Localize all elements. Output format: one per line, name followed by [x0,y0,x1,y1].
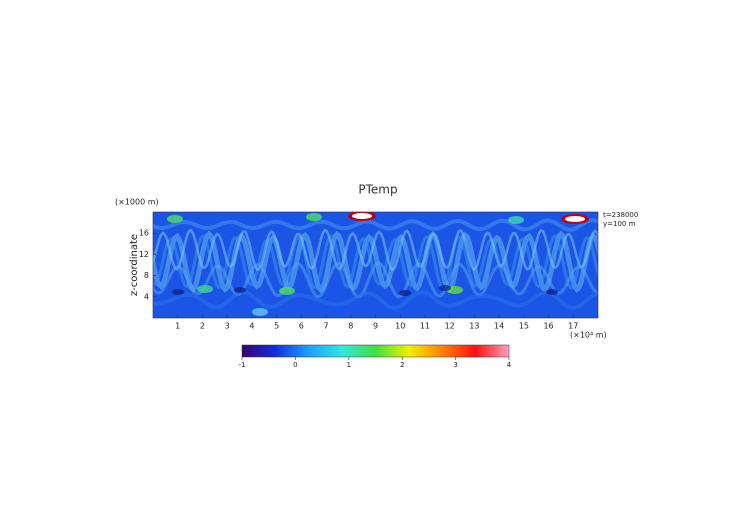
field-spot [167,215,183,223]
field-spot [279,287,295,295]
x-tick-label: 9 [373,322,378,331]
chart-title: PTemp [358,183,397,197]
colorbar-tick-label: 0 [293,361,297,369]
field-spot [172,289,184,295]
x-tick-label: 13 [469,322,479,331]
x-tick-label: 12 [445,322,455,331]
field-spot [439,285,451,291]
colorbar [241,344,510,358]
x-tick-label: 11 [420,322,430,331]
field-swirl [153,228,598,272]
y-unit-label: (×1000 m) [115,198,159,207]
colorbar-tick-label: 4 [507,361,512,369]
colorbar-tick-label: 2 [400,361,404,369]
x-tick-label: 16 [543,322,553,331]
x-tick-label: 4 [249,322,254,331]
colorbar-tick-label: 1 [347,361,351,369]
field-swirl [153,218,598,232]
x-tick-label: 1 [175,322,180,331]
field-swirl [153,289,598,311]
y-tick-label: 8 [144,271,149,280]
x-tick-label: 3 [225,322,230,331]
x-tick-label: 17 [568,322,578,331]
field-spot [546,289,558,295]
field-spot [565,216,585,222]
field-swirl [153,233,598,291]
field [153,212,598,318]
y-tick-label: 12 [139,250,149,259]
x-unit-label: (×10⁴ m) [570,331,607,340]
field-swirl [153,230,598,294]
field-spot [352,213,372,219]
y-tick-label: 4 [144,292,149,301]
y-axis-label: z-coordinate [129,234,140,296]
x-tick-label: 2 [200,322,205,331]
field-spot [197,285,213,293]
x-tick-label: 15 [519,322,529,331]
field-spot [252,308,268,316]
field-spot [234,287,246,293]
x-tick-label: 6 [299,322,304,331]
colorbar-tick-label: 3 [453,361,457,369]
x-tick-label: 7 [324,322,329,331]
field-spot [508,216,524,224]
colorbar-tick-label: -1 [239,361,246,369]
field-swirl [153,261,598,299]
x-tick-label: 8 [348,322,353,331]
annotation: y=100 m [603,220,636,228]
x-tick-label: 14 [494,322,504,331]
field-spot [399,290,411,296]
y-tick-label: 16 [139,229,149,238]
x-tick-label: 10 [395,322,405,331]
x-tick-label: 5 [274,322,279,331]
annotation: t=238000 [603,211,638,219]
field-spot [306,213,322,221]
